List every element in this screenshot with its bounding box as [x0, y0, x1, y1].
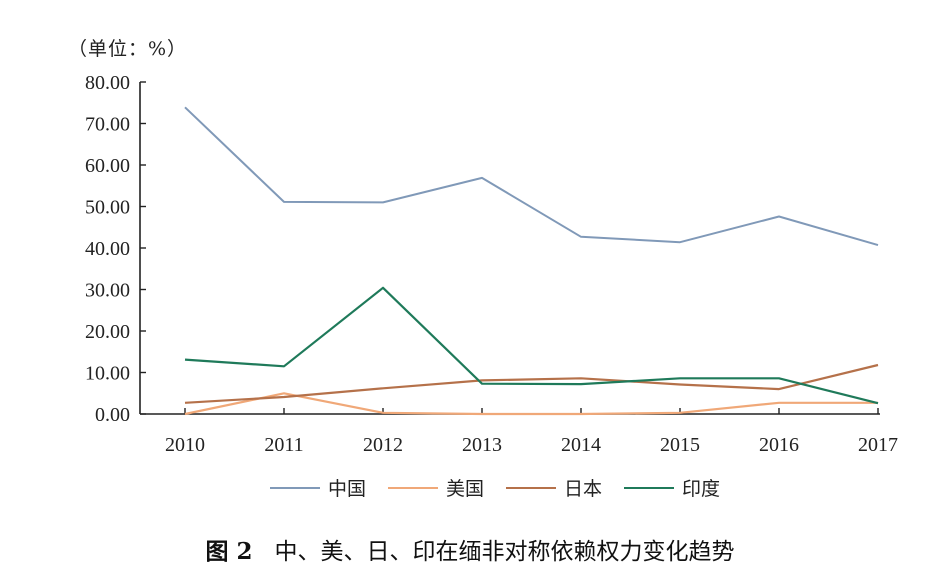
x-tick-label: 2014 [561, 434, 601, 456]
y-tick-label: 80.00 [85, 72, 130, 94]
legend-label-china: 中国 [328, 478, 367, 500]
y-tick-label: 0.00 [95, 404, 130, 426]
legend-item-china: 中国 [270, 474, 366, 501]
legend-label-japan: 日本 [564, 478, 603, 500]
legend-swatch-usa [388, 486, 439, 489]
x-tick-label: 2010 [165, 434, 205, 456]
x-tick-label: 2015 [660, 434, 700, 456]
x-tick-label: 2016 [759, 434, 799, 456]
y-tick-label: 60.00 [85, 155, 130, 177]
series-line-china [184, 106, 879, 247]
series-line-india [184, 286, 879, 405]
figure-caption: 图 2 中、美、日、印在缅非对称依赖权力变化趋势 [0, 532, 940, 566]
legend-label-usa: 美国 [446, 478, 485, 500]
line-chart: 0.00 10.00 20.00 30.00 40.00 50.00 60.00 70.00 8… [85, 72, 898, 456]
legend: 中国 美国 日本 印度 [270, 474, 742, 501]
legend-item-usa: 美国 [388, 474, 484, 501]
legend-item-japan: 日本 [506, 474, 602, 501]
series-line-japan [184, 363, 879, 404]
x-tick-label: 2017 [858, 434, 898, 456]
legend-swatch-china [270, 486, 320, 489]
figure-title: 中、美、日、印在缅非对称依赖权力变化趋势 [274, 539, 735, 565]
y-tick-label: 10.00 [85, 363, 130, 385]
legend-label-india: 印度 [682, 478, 721, 500]
y-tick-label: 50.00 [85, 197, 130, 219]
legend-swatch-japan [506, 486, 557, 489]
x-tick-label: 2013 [462, 434, 502, 456]
y-tick-label: 30.00 [85, 280, 130, 302]
legend-swatch-india [624, 486, 675, 489]
y-tick-label: 40.00 [85, 238, 130, 260]
x-tick-label: 2011 [264, 434, 303, 456]
figure-number: 图 2 [205, 538, 253, 565]
y-tick-label: 70.00 [85, 114, 130, 136]
x-tick-label: 2012 [363, 434, 403, 456]
y-tick-label: 20.00 [85, 321, 130, 343]
legend-item-india: 印度 [624, 474, 720, 501]
unit-label: （单位：%） [68, 38, 188, 60]
